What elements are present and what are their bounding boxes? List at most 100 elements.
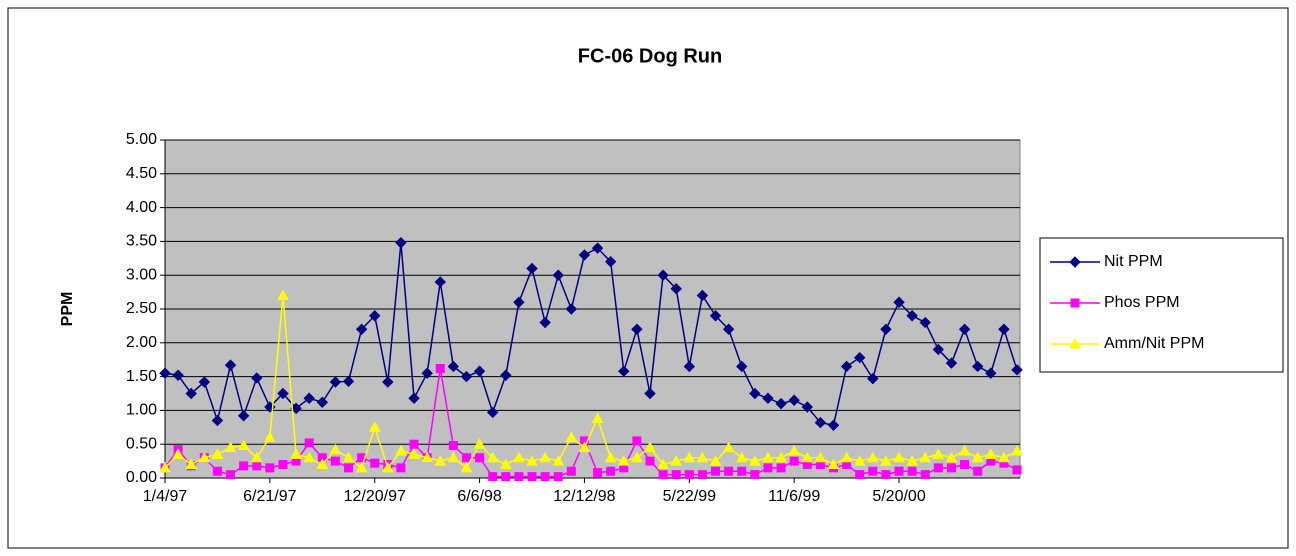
data-point <box>696 289 709 302</box>
data-point <box>644 441 656 453</box>
data-point <box>264 431 276 442</box>
data-point <box>172 448 184 459</box>
data-point <box>671 470 681 480</box>
x-tick-label: 5/20/00 <box>872 488 925 505</box>
data-point <box>827 458 840 469</box>
data-point <box>709 310 722 322</box>
data-point <box>814 451 827 463</box>
data-point <box>578 441 591 453</box>
data-point <box>185 387 197 400</box>
legend-marker <box>1069 256 1081 268</box>
data-point <box>893 451 905 463</box>
data-point <box>801 451 814 463</box>
data-point <box>460 370 473 383</box>
data-point <box>945 357 958 369</box>
data-point <box>540 472 550 482</box>
data-point <box>735 451 748 463</box>
y-tick-label: 3.50 <box>126 233 157 250</box>
data-point <box>501 472 511 482</box>
data-point <box>499 458 512 469</box>
data-point <box>316 458 329 469</box>
data-point <box>265 463 275 473</box>
data-point <box>658 470 668 480</box>
data-point <box>159 461 171 473</box>
data-point <box>894 466 904 476</box>
data-point <box>395 237 407 249</box>
y-tick-label: 2.00 <box>126 334 157 351</box>
data-point <box>237 439 250 451</box>
x-tick-label: 12/12/98 <box>553 488 615 505</box>
data-point <box>251 372 263 384</box>
legend-marker <box>1069 337 1081 349</box>
data-point <box>854 351 866 364</box>
data-point <box>369 310 381 322</box>
data-point <box>881 470 891 480</box>
data-point <box>788 444 801 456</box>
data-point <box>250 451 263 463</box>
data-point <box>461 453 471 463</box>
data-point <box>381 461 394 473</box>
x-tick-label: 11/6/99 <box>768 488 820 505</box>
data-point <box>920 470 930 480</box>
data-point <box>212 466 222 476</box>
data-point <box>933 463 943 473</box>
data-point <box>198 451 211 463</box>
data-point <box>722 441 735 453</box>
data-point <box>344 463 354 473</box>
data-point <box>644 387 656 400</box>
data-point <box>971 360 984 373</box>
data-point <box>684 470 694 480</box>
data-point <box>776 463 786 473</box>
data-point <box>789 456 799 466</box>
data-point <box>750 470 760 480</box>
data-point <box>971 451 984 463</box>
data-point <box>801 401 813 413</box>
data-point <box>277 387 289 400</box>
data-point <box>355 323 368 335</box>
x-tick-label: 12/20/97 <box>344 488 406 505</box>
y-axis-label: PPM <box>59 292 76 327</box>
data-point <box>395 444 407 456</box>
data-point <box>722 323 735 335</box>
data-point <box>1012 465 1022 475</box>
data-point <box>631 323 643 335</box>
data-point <box>473 365 486 377</box>
data-point <box>304 438 314 448</box>
data-point <box>421 451 434 463</box>
data-point <box>566 466 576 476</box>
data-point <box>736 360 748 373</box>
legend-label: Phos PPM <box>1104 294 1180 311</box>
data-point <box>919 316 931 329</box>
data-point <box>683 360 696 373</box>
data-point <box>670 283 682 295</box>
data-point <box>526 455 538 466</box>
data-point <box>985 367 997 379</box>
data-point <box>434 276 446 288</box>
data-point <box>907 466 917 476</box>
data-point <box>500 369 512 381</box>
data-point <box>814 416 827 429</box>
legend-label: Nit PPM <box>1104 253 1163 270</box>
data-point <box>893 296 905 308</box>
x-tick-label: 6/6/98 <box>457 488 502 505</box>
data-point <box>932 343 945 356</box>
data-point <box>775 397 787 410</box>
data-point <box>527 472 537 482</box>
data-point <box>486 406 499 419</box>
y-tick-label: 1.50 <box>126 368 157 385</box>
data-point <box>840 360 853 373</box>
data-point <box>763 463 773 473</box>
data-point <box>998 451 1010 463</box>
data-point <box>604 451 617 463</box>
data-point <box>447 451 460 463</box>
data-point <box>408 448 420 459</box>
data-point <box>749 387 761 400</box>
data-point <box>737 466 747 476</box>
data-point <box>370 458 380 468</box>
data-point <box>277 289 289 300</box>
data-point <box>868 466 878 476</box>
data-point <box>526 262 538 275</box>
data-point <box>172 369 184 381</box>
data-point <box>303 392 315 404</box>
